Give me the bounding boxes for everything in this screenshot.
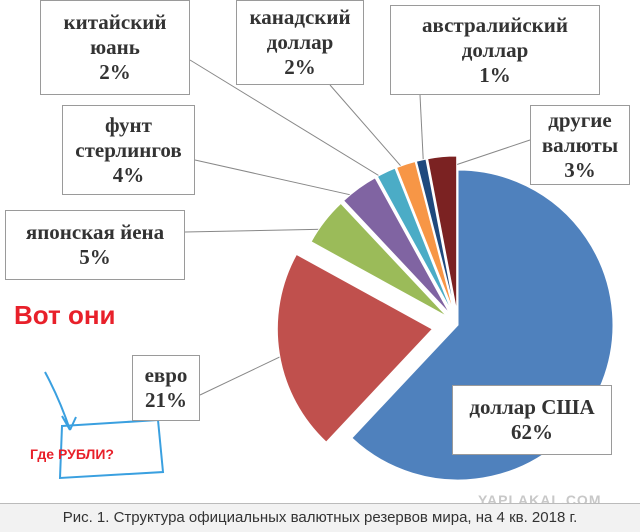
category-label: канадский доллар	[249, 5, 351, 54]
leader-line	[329, 84, 410, 177]
leader-line	[443, 139, 531, 170]
slice-label: фунт стерлингов 4%	[62, 105, 195, 195]
value-label: 2%	[284, 55, 316, 79]
value-label: 62%	[511, 420, 553, 444]
pie-slice	[310, 202, 448, 317]
category-label: японская йена	[25, 220, 165, 244]
leader-line	[194, 159, 367, 199]
value-label: 4%	[112, 162, 145, 187]
pie-slice	[376, 167, 453, 313]
value-label: 5%	[79, 245, 111, 269]
category-label: евро	[144, 363, 188, 387]
category-label: фунт стерлингов	[75, 112, 182, 162]
slice-label: евро 21%	[132, 355, 200, 421]
slice-label: другие валюты 3%	[530, 105, 630, 185]
highlight-box	[58, 418, 165, 480]
annotation: Где РУБЛИ?	[30, 446, 114, 462]
pie-slice	[415, 158, 456, 312]
category-label: австралийский доллар	[422, 12, 568, 62]
value-label: 21%	[145, 388, 187, 412]
pie-slice	[276, 253, 434, 443]
leader-line	[184, 228, 335, 233]
category-label: доллар США	[469, 395, 595, 419]
slice-label: японская йена 5%	[5, 210, 185, 280]
pie-slice	[427, 155, 458, 312]
slice-label: китайский юань 2%	[40, 0, 190, 95]
slice-label: австралийский доллар 1%	[390, 5, 600, 95]
annotation: Вот они	[14, 300, 116, 330]
value-label: 2%	[99, 60, 131, 84]
slice-label: канадский доллар 2%	[236, 0, 364, 85]
caption: Рис. 1. Структура официальных валютных р…	[0, 503, 640, 532]
arrow	[44, 371, 77, 431]
pie-slice	[395, 160, 455, 312]
leader-line	[199, 350, 292, 396]
value-label: 3%	[564, 157, 596, 182]
leader-line	[189, 59, 392, 184]
category-label: китайский юань	[63, 10, 167, 59]
slice-label: доллар США 62%	[452, 385, 612, 455]
value-label: 1%	[479, 62, 511, 87]
pie-slice	[342, 177, 451, 315]
category-label: другие валюты	[541, 107, 619, 157]
